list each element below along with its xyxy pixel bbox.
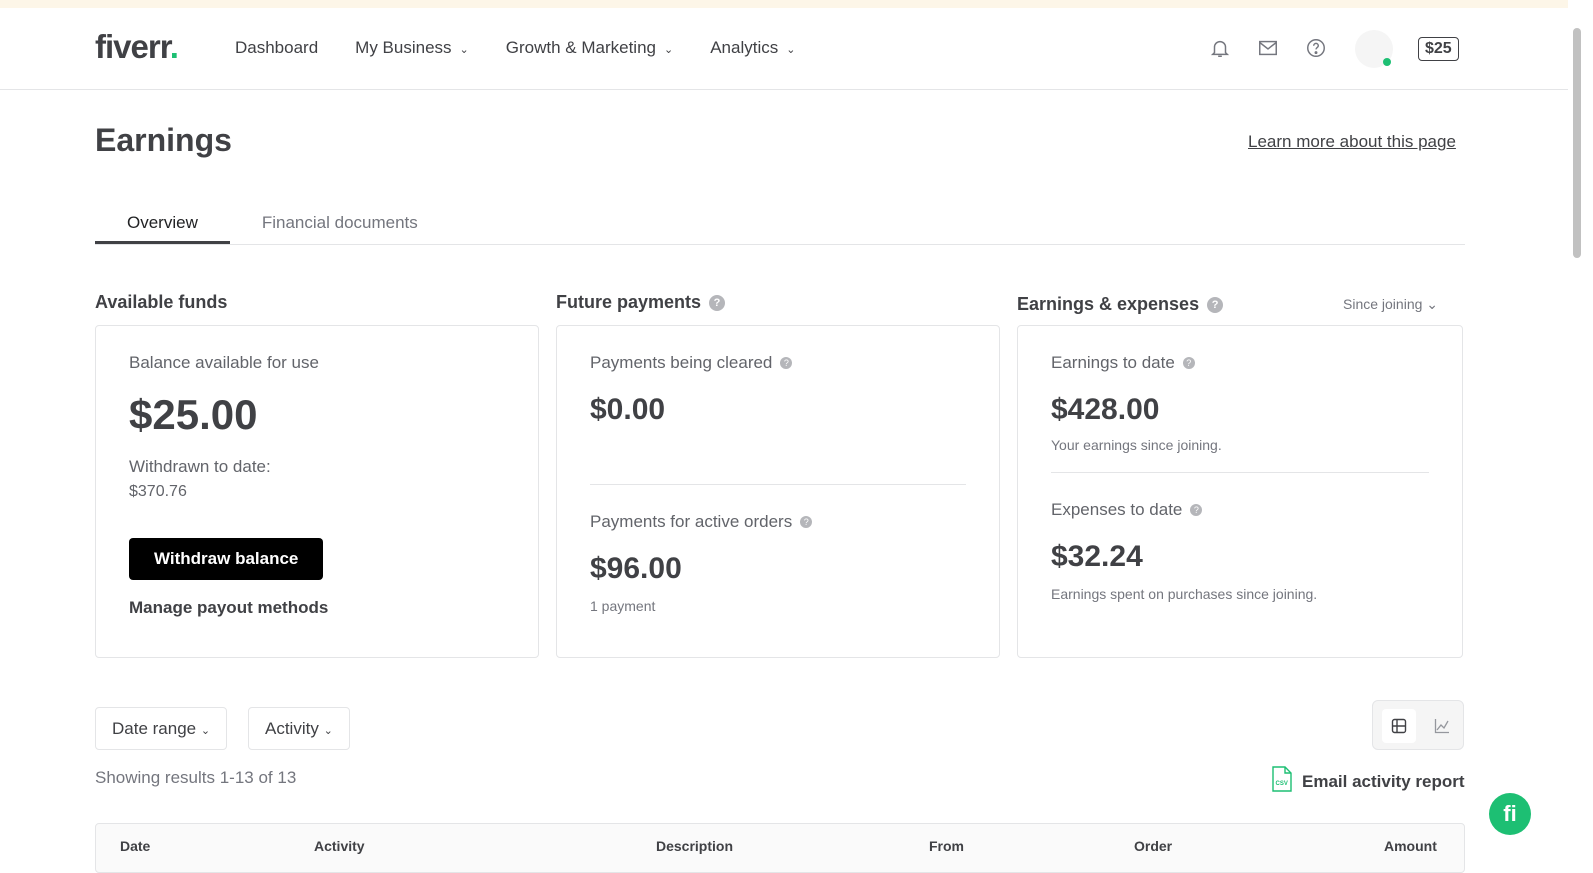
nav-dashboard[interactable]: Dashboard [235,38,319,57]
available-funds-card: Balance available for use $25.00 Withdra… [95,325,539,658]
range-dropdown[interactable]: Since joining ⌄ [1343,296,1439,312]
earnings-note: Your earnings since joining. [1051,437,1222,453]
tab-financial-documents[interactable]: Financial documents [261,213,418,232]
csv-file-icon: CSV [1272,766,1292,797]
nav-growth-marketing[interactable]: Growth & Marketing ⌄ [505,38,674,57]
active-note: 1 payment [590,598,656,614]
future-payments-card: Payments being cleared? $0.00 Payments f… [556,325,1000,658]
active-label: Payments for active orders? [590,512,966,532]
fiverr-logo[interactable]: fiverr. [95,28,179,65]
column-description[interactable]: Description [656,838,734,854]
withdraw-balance-button[interactable]: Withdraw balance [129,538,324,580]
results-count: Showing results 1-13 of 13 [95,768,297,787]
activity-dropdown[interactable]: Activity ⌄ [248,707,350,750]
tab-overview[interactable]: Overview [95,205,230,244]
expenses-label: Expenses to date? [1051,500,1429,520]
tabs: Overview Financial documents [95,205,1465,245]
chart-view-icon[interactable] [1425,709,1459,743]
future-payments-heading: Future payments? [556,292,726,313]
online-status-dot [1383,58,1391,66]
available-funds-heading: Available funds [95,292,228,312]
header: fiverr. Dashboard My Business ⌄ Growth & … [0,8,1568,90]
withdrawn-amount: $370.76 [129,483,187,500]
balance-label: Balance available for use [129,353,319,372]
help-icon[interactable]: ? [1182,357,1195,369]
learn-more-link[interactable]: Learn more about this page [1248,132,1456,151]
avatar[interactable] [1355,30,1393,68]
chevron-down-icon: ⌄ [323,725,333,737]
top-strip [0,0,1568,8]
chevron-down-icon: ⌄ [1426,296,1439,312]
help-icon[interactable]: ? [1207,296,1224,313]
help-icon[interactable]: ? [1190,504,1203,516]
chevron-down-icon: ⌄ [200,725,211,737]
expenses-amount: $32.24 [1051,540,1143,573]
cleared-amount: $0.00 [590,393,666,426]
fiverr-help-fab[interactable]: fi [1489,793,1531,835]
scrollbar[interactable] [1568,0,1593,859]
nav-analytics[interactable]: Analytics ⌄ [710,38,796,57]
chevron-down-icon: ⌄ [664,44,674,56]
table-view-icon[interactable] [1382,709,1416,743]
column-amount[interactable]: Amount [1384,838,1437,854]
main-nav: Dashboard My Business ⌄ Growth & Marketin… [235,38,795,58]
withdrawn-label: Withdrawn to date: [129,457,271,476]
help-icon[interactable]: ? [709,294,726,311]
activity-table-header: Date Activity Description From Order Amo… [95,823,1465,873]
cleared-label: Payments being cleared? [590,353,966,373]
earnings-amount: $428.00 [1051,393,1160,426]
view-toggle [1372,700,1464,750]
column-order[interactable]: Order [1134,838,1173,854]
earnings-expenses-heading: Earnings & expenses? [1017,294,1224,315]
active-amount: $96.00 [590,552,682,585]
column-date[interactable]: Date [120,838,151,854]
column-from[interactable]: From [929,838,964,854]
scrollbar-thumb[interactable] [1573,28,1581,258]
help-icon[interactable]: ? [780,357,793,369]
divider [1051,472,1429,473]
chevron-down-icon: ⌄ [459,44,469,56]
balance-amount: $25.00 [129,391,258,438]
column-activity[interactable]: Activity [314,838,365,854]
manage-payout-methods-link[interactable]: Manage payout methods [129,598,329,617]
expenses-note: Earnings spent on purchases since joinin… [1051,586,1318,602]
page-title: Earnings [95,122,232,158]
date-range-dropdown[interactable]: Date range ⌄ [95,707,228,750]
nav-my-business[interactable]: My Business ⌄ [355,38,469,57]
svg-text:CSV: CSV [1276,781,1288,787]
divider [590,484,966,485]
balance-badge[interactable]: $25 [1418,37,1459,61]
help-icon[interactable] [1304,36,1328,60]
bell-icon[interactable] [1208,36,1232,60]
mail-icon[interactable] [1256,36,1280,60]
earnings-card: Earnings to date? $428.00 Your earnings … [1017,325,1463,658]
help-icon[interactable]: ? [800,516,813,528]
chevron-down-icon: ⌄ [786,44,796,56]
earnings-label: Earnings to date? [1051,353,1429,373]
email-activity-report-button[interactable]: CSV Email activity report [1272,766,1465,797]
